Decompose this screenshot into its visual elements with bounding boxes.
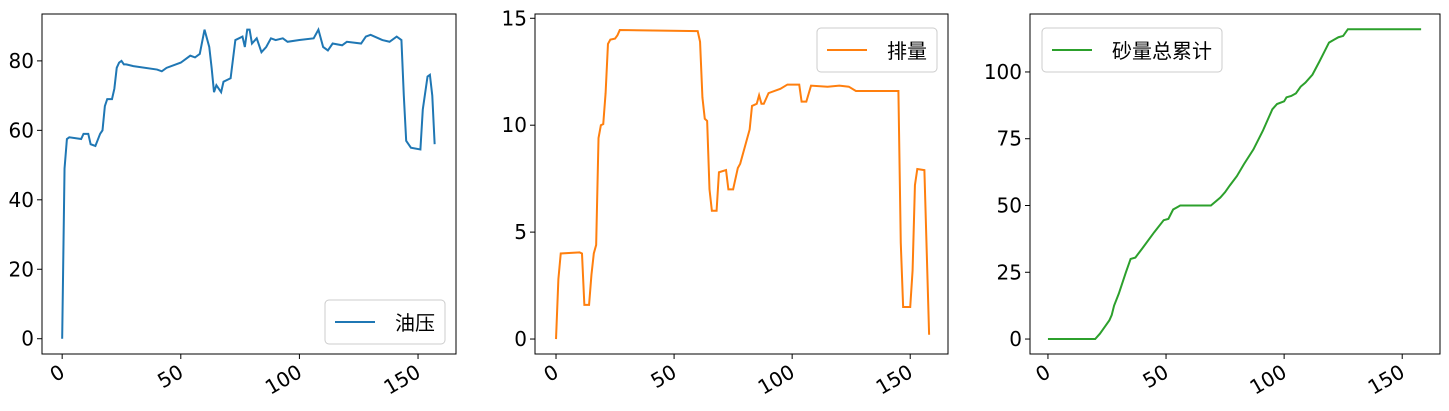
legend-box — [324, 299, 446, 345]
legend: 砂量总累计 — [1041, 27, 1223, 73]
x-tick-label: 150 — [1364, 360, 1409, 400]
x-tick-label: 50 — [1138, 360, 1172, 394]
legend-label: 油压 — [395, 311, 435, 335]
legend-box — [816, 27, 938, 73]
legend-label: 砂量总累计 — [1112, 39, 1212, 63]
legend-label: 排量 — [887, 39, 927, 63]
x-tick-label: 50 — [647, 360, 681, 394]
data-line — [1047, 28, 1422, 341]
y-tick-label: 0 — [1009, 327, 1022, 351]
y-tick-label: 25 — [997, 260, 1022, 284]
legend: 排量 — [816, 27, 938, 73]
y-tick-label: 80 — [9, 49, 34, 73]
axes-frame — [41, 13, 457, 355]
y-tick-label: 0 — [514, 327, 527, 351]
y-tick-label: 50 — [997, 194, 1022, 218]
axes-frame — [534, 13, 949, 355]
x-tick-label: 100 — [1246, 360, 1291, 400]
y-tick-label: 60 — [9, 118, 34, 142]
y-tick-label: 0 — [21, 327, 34, 351]
axes-frame — [1029, 13, 1441, 355]
legend: 油压 — [324, 299, 446, 345]
legend-box — [1041, 27, 1223, 73]
y-tick-label: 20 — [9, 257, 34, 281]
x-tick-label: 0 — [539, 360, 562, 387]
y-tick-label: 5 — [514, 220, 527, 244]
x-tick-label: 150 — [379, 360, 424, 400]
x-tick-label: 0 — [1031, 360, 1054, 387]
x-tick-label: 0 — [46, 360, 69, 387]
x-tick-label: 150 — [872, 360, 917, 400]
y-tick-label: 10 — [502, 113, 527, 137]
x-tick-label: 100 — [754, 360, 799, 400]
y-tick-label: 15 — [502, 6, 527, 30]
x-tick-label: 100 — [261, 360, 306, 400]
y-tick-label: 40 — [9, 188, 34, 212]
data-line — [61, 26, 436, 339]
y-tick-label: 75 — [997, 127, 1022, 151]
data-line — [555, 29, 931, 340]
x-tick-label: 50 — [153, 360, 187, 394]
y-tick-label: 100 — [984, 60, 1022, 84]
